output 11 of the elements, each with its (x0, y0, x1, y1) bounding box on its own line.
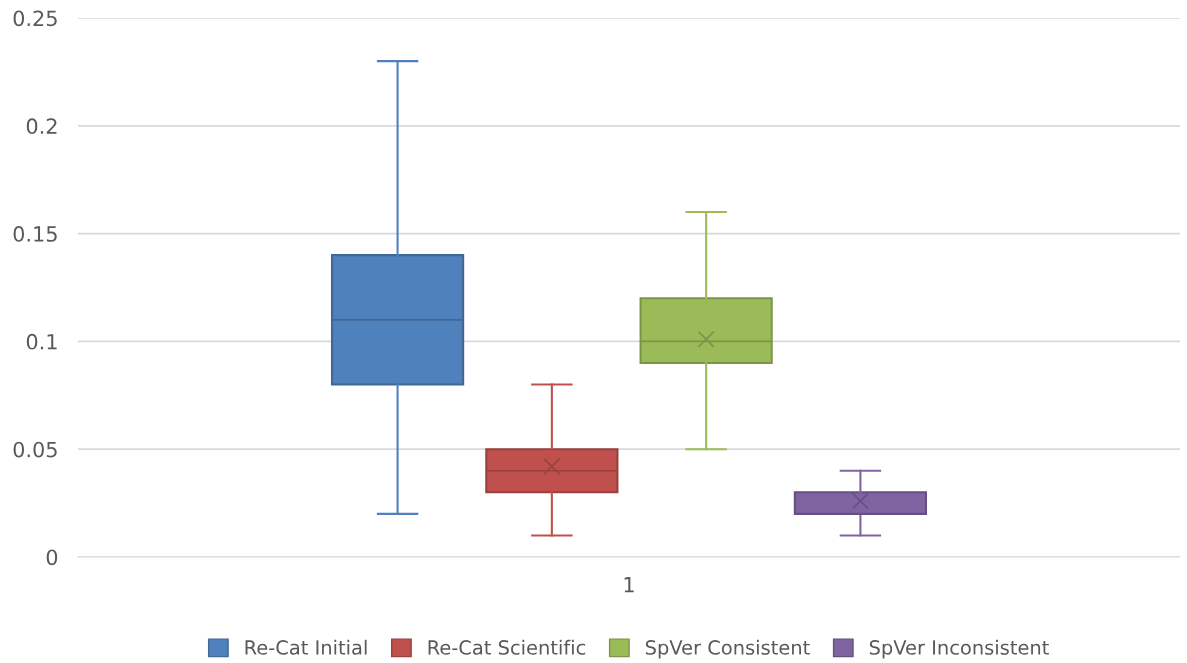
x-tick-label: 1 (624, 577, 634, 593)
legend-label: SpVer Consistent (645, 639, 810, 659)
legend-label: SpVer Inconsistent (869, 639, 1049, 659)
y-tick-label: 0.1 (26, 333, 57, 350)
legend-label: Re-Cat Scientific (428, 639, 586, 655)
y-tick-label: 0.25 (13, 10, 57, 27)
legend-label: Re-Cat Initial (245, 639, 367, 655)
y-tick-label: 0.2 (26, 118, 57, 135)
y-tick-label: 0.15 (13, 226, 57, 242)
y-tick-label: 0.05 (13, 441, 57, 458)
y-tick-label: 0 (46, 549, 58, 566)
